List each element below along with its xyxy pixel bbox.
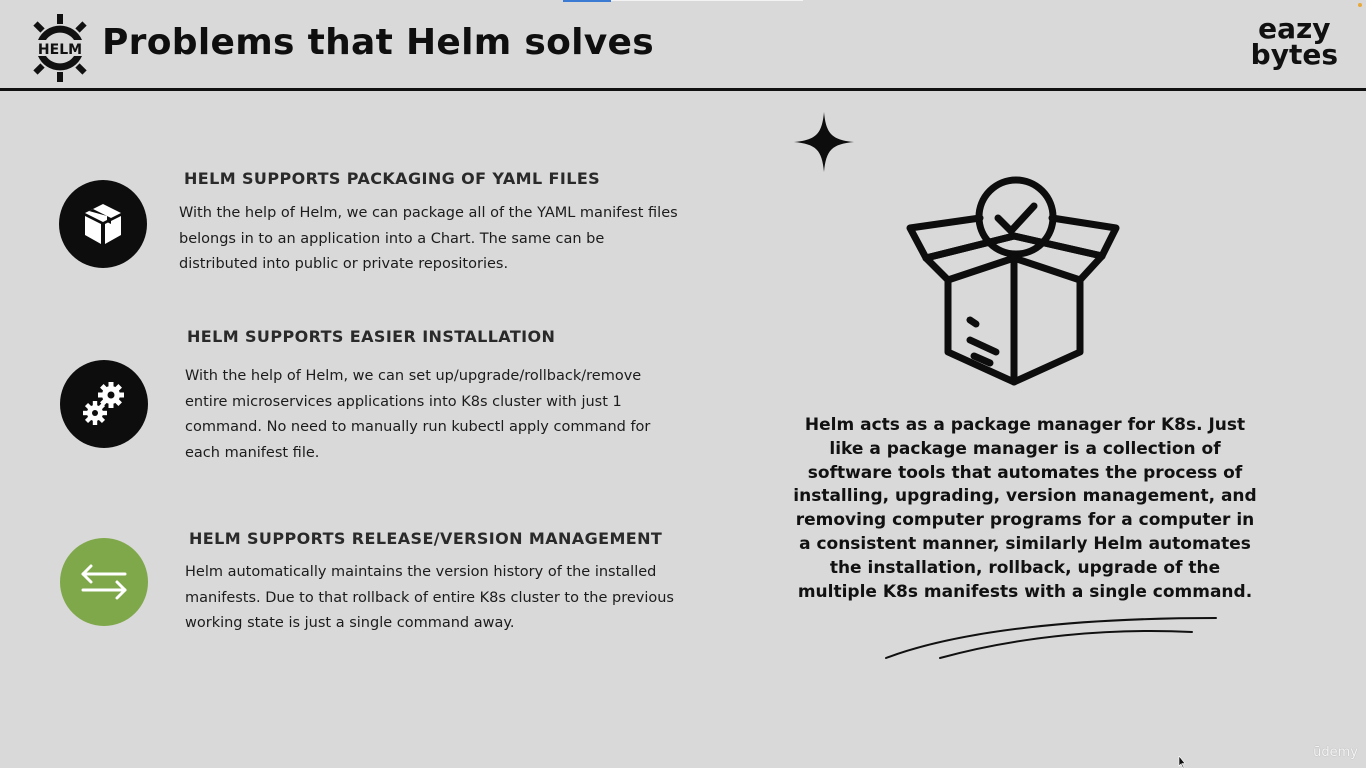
slide-header: HELM Problems that Helm solves eazy byte… xyxy=(0,0,1366,92)
feature-packaging-badge xyxy=(59,180,147,268)
feature-installation-text: With the help of Helm, we can set up/upg… xyxy=(185,368,651,461)
swap-arrows-icon xyxy=(81,564,127,600)
udemy-watermark: ūdemy xyxy=(1313,745,1358,760)
status-dot xyxy=(1358,3,1362,7)
brand-line-2: bytes xyxy=(1250,38,1338,71)
header-divider xyxy=(0,88,1366,91)
brand-line-1: eazy xyxy=(1258,12,1331,45)
top-progress-track xyxy=(611,0,803,1)
feature-versioning-heading: HELM SUPPORTS RELEASE/VERSION MANAGEMENT xyxy=(189,529,663,548)
mouse-cursor-icon xyxy=(1178,756,1186,768)
helm-logo-icon: HELM xyxy=(33,14,87,82)
package-icon xyxy=(85,204,121,244)
summary-paragraph: Helm acts as a package manager for K8s. … xyxy=(793,415,1257,602)
feature-packaging-heading: HELM SUPPORTS PACKAGING OF YAML FILES xyxy=(184,169,601,188)
feature-versioning-badge xyxy=(60,538,148,626)
top-progress-accent xyxy=(563,0,611,2)
feature-installation-badge xyxy=(60,360,148,448)
gears-icon xyxy=(83,382,124,425)
feature-packaging-text: With the help of Helm, we can package al… xyxy=(179,205,678,272)
helm-logo-text: HELM xyxy=(38,42,82,58)
decorative-swoosh xyxy=(885,617,1217,659)
brand-logo: eazy bytes xyxy=(1250,12,1338,71)
feature-installation-heading: HELM SUPPORTS EASIER INSTALLATION xyxy=(187,327,556,346)
sparkle-icon xyxy=(794,112,854,172)
feature-versioning-text: Helm automatically maintains the version… xyxy=(185,564,674,631)
open-box-checkmark-icon xyxy=(906,176,1120,386)
page-title: Problems that Helm solves xyxy=(102,22,654,63)
